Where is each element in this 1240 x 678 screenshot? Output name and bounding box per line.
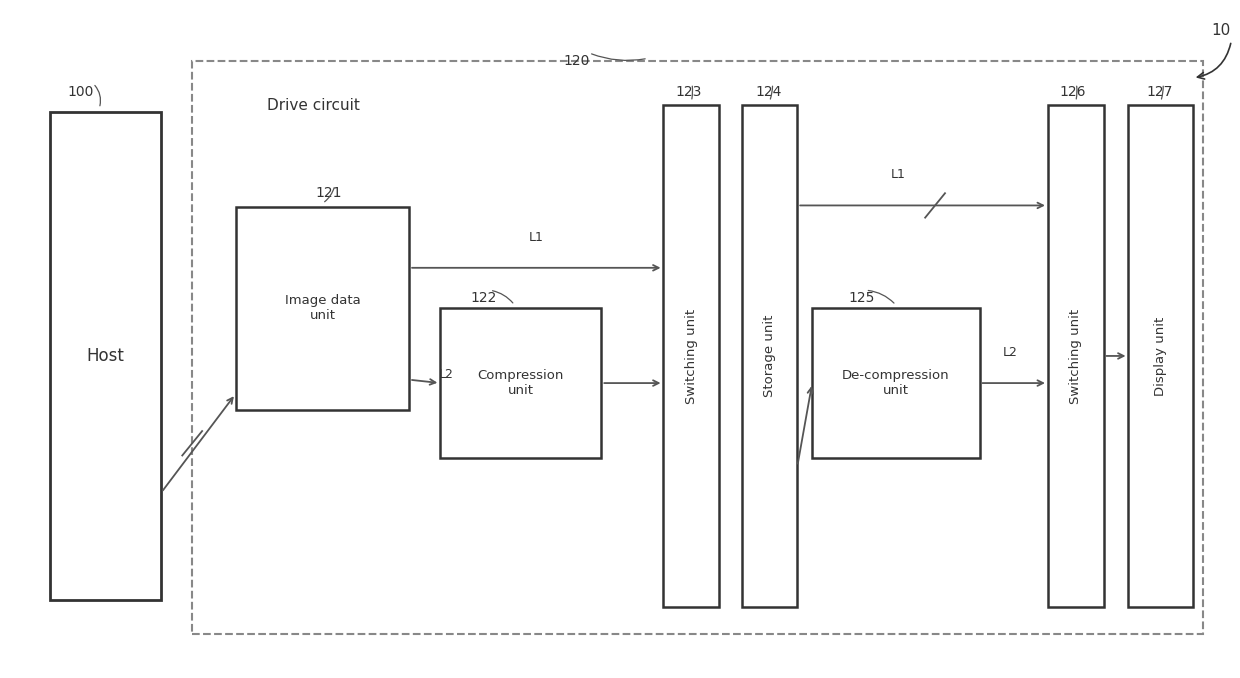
Text: L2: L2 [1003, 346, 1018, 359]
Text: 122: 122 [470, 292, 497, 305]
Text: L2: L2 [439, 368, 454, 381]
Text: Host: Host [87, 347, 124, 365]
Bar [50, 112, 161, 600]
Text: 10: 10 [1211, 23, 1231, 38]
Text: 126: 126 [1059, 85, 1086, 98]
Text: Switching unit: Switching unit [1069, 308, 1083, 403]
Bar [742, 105, 797, 607]
Bar [663, 105, 719, 607]
Text: 123: 123 [675, 85, 702, 98]
Bar [236, 207, 409, 410]
Text: De-compression
unit: De-compression unit [842, 369, 950, 397]
Text: Storage unit: Storage unit [763, 315, 776, 397]
Bar [812, 308, 980, 458]
Text: 120: 120 [563, 54, 590, 68]
Text: 124: 124 [755, 85, 782, 98]
Text: 121: 121 [315, 186, 342, 200]
Bar [1048, 105, 1104, 607]
Text: 125: 125 [848, 292, 875, 305]
Text: 100: 100 [67, 85, 94, 98]
Bar [440, 308, 601, 458]
Text: L1: L1 [890, 168, 905, 182]
Text: L1: L1 [529, 231, 543, 244]
Text: Compression
unit: Compression unit [477, 369, 564, 397]
Text: 127: 127 [1146, 85, 1173, 98]
Text: Drive circuit: Drive circuit [267, 98, 360, 113]
Bar [1128, 105, 1193, 607]
Text: Image data
unit: Image data unit [284, 294, 361, 323]
Text: Display unit: Display unit [1154, 317, 1167, 395]
Text: Switching unit: Switching unit [684, 308, 698, 403]
Bar [192, 61, 1203, 634]
